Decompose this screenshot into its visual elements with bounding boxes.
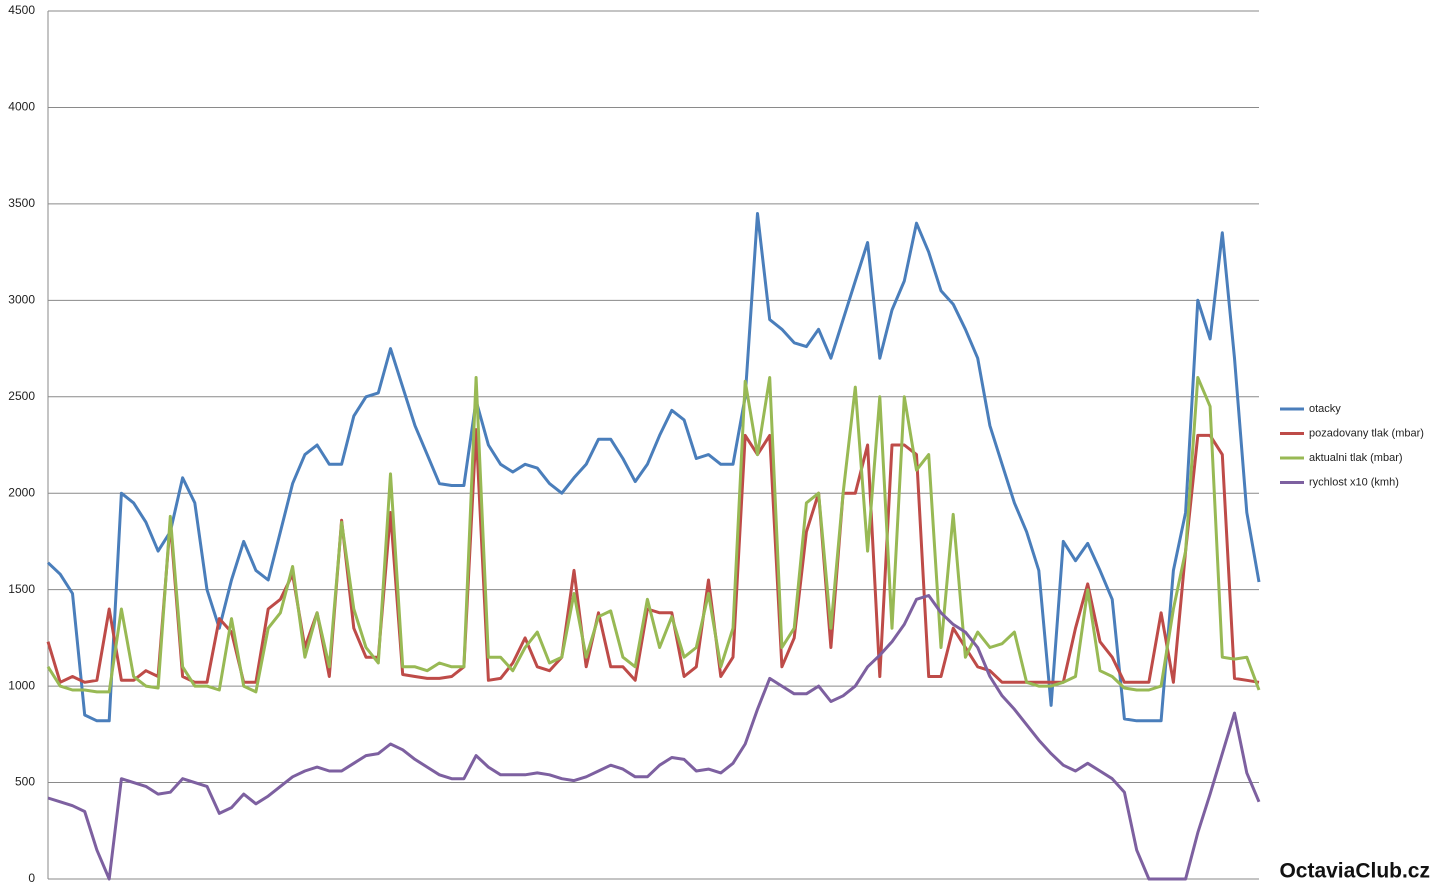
legend-label: pozadovany tlak (mbar) [1309,427,1424,439]
legend-label: aktualni tlak (mbar) [1309,452,1403,464]
series-line [46,428,1260,684]
legend-label: rychlost x10 (kmh) [1309,476,1399,488]
y-tick-label: 3000 [8,293,35,307]
y-tick-label: 1500 [8,582,35,596]
y-tick-label: 0 [28,871,35,885]
y-tick-label: 4500 [8,3,35,17]
watermark: OctaviaClub.cz [1279,860,1430,883]
y-tick-label: 2000 [8,485,35,499]
legend-label: otacky [1309,403,1341,415]
y-tick-label: 500 [15,775,35,789]
series-line [46,376,1261,694]
y-tick-label: 1000 [8,678,35,692]
y-tick-label: 3500 [8,196,35,210]
y-tick-label: 4000 [8,100,35,114]
y-tick-label: 2500 [8,389,35,403]
series-line [47,594,1261,881]
series-line [46,212,1261,723]
